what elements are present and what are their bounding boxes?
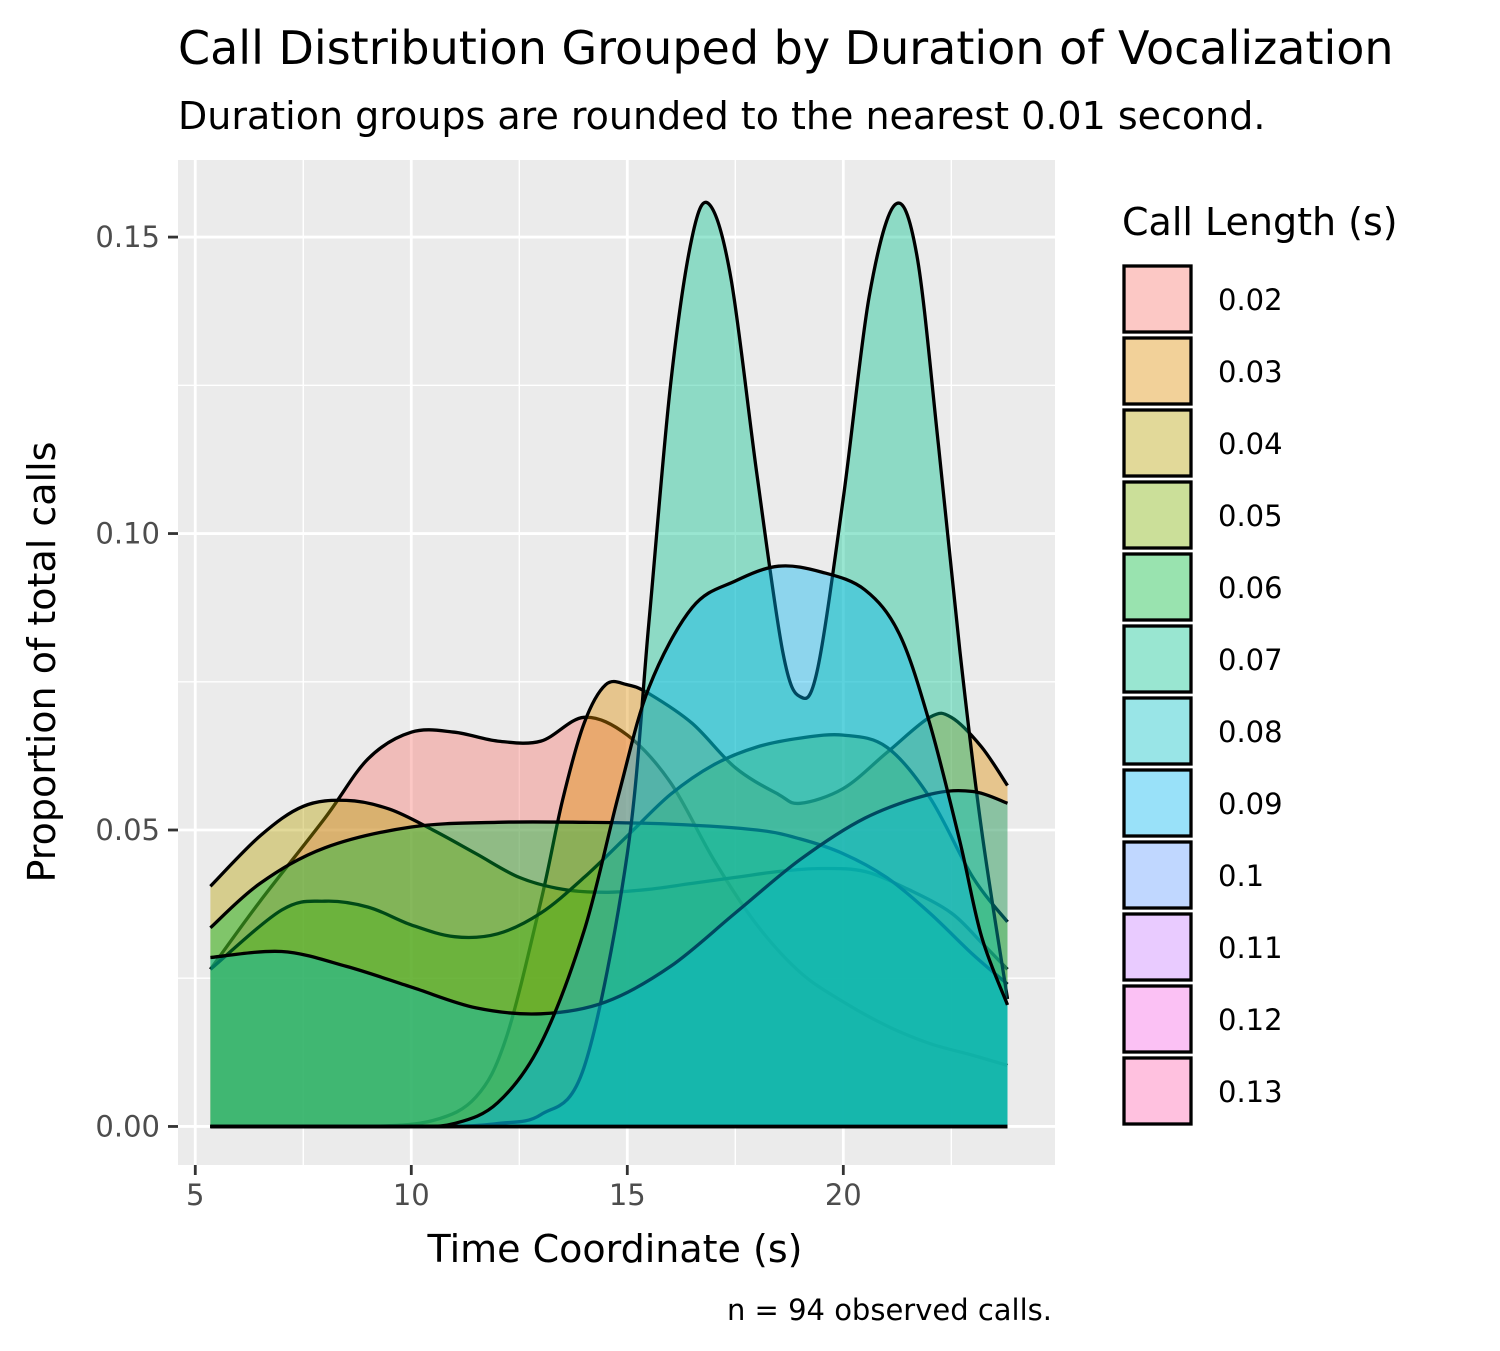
chart-subtitle: Duration groups are rounded to the neare… [178, 94, 1265, 138]
legend-items: 0.02 0.03 0.04 0.05 0.06 0.07 0.08 0.09 0.1 0.11 0… [1122, 264, 1283, 1126]
legend-title: Call Length (s) [1122, 200, 1398, 244]
legend-label: 0.12 [1218, 1003, 1283, 1037]
chart-title: Call Distribution Grouped by Duration of… [178, 21, 1394, 75]
legend-key [1122, 408, 1193, 478]
density-curve-1 [210, 679, 1009, 1129]
legend-item: 0.1 [1122, 840, 1264, 910]
legend-key [1122, 264, 1193, 334]
legend-item: 0.07 [1122, 624, 1283, 694]
x-tick-label: 20 [825, 1178, 862, 1212]
y-tick-labels: 0.00 0.05 0.10 0.15 [95, 220, 160, 1143]
legend-label: 0.05 [1218, 499, 1283, 533]
legend-label: 0.1 [1218, 859, 1264, 893]
axis-ticks [168, 235, 845, 1175]
x-tick-label: 10 [393, 1178, 430, 1212]
legend-key [1122, 552, 1193, 622]
legend-label: 0.02 [1218, 283, 1283, 317]
legend-key [1122, 768, 1193, 838]
x-tick-label: 5 [186, 1178, 204, 1212]
density-areas [209, 200, 1010, 1129]
density-curve-4 [209, 820, 1009, 986]
legend-key [1122, 912, 1193, 982]
legend-key [1122, 840, 1193, 910]
legend-item: 0.13 [1122, 1056, 1283, 1126]
y-tick-label: 0.00 [95, 1109, 160, 1143]
legend-item: 0.04 [1122, 408, 1283, 478]
legend-label: 0.06 [1218, 571, 1283, 605]
legend-key [1122, 336, 1193, 406]
legend-key [1122, 480, 1193, 550]
density-area-4 [210, 821, 1008, 1127]
density-curve-6 [210, 788, 1009, 1016]
legend-key [1122, 984, 1193, 1054]
density-curve-7 [210, 564, 1010, 1129]
legend-item: 0.11 [1122, 912, 1283, 982]
y-tick-label: 0.10 [95, 517, 160, 551]
x-tick-labels: 5 10 15 20 [186, 1178, 862, 1212]
density-curve-3 [209, 733, 1009, 971]
x-tick-label: 15 [609, 1178, 646, 1212]
legend-label: 0.13 [1218, 1075, 1283, 1109]
density-area-6 [210, 790, 1008, 1127]
legend-item: 0.08 [1122, 696, 1283, 766]
density-area-5 [210, 202, 1008, 1127]
density-curve-2 [209, 798, 1009, 971]
density-curve-0 [209, 715, 1008, 1067]
legend: Call Length (s) 0.02 0.03 0.04 0.05 0.06 0.07… [1122, 200, 1398, 1126]
legend-key [1122, 624, 1193, 694]
legend-label: 0.07 [1218, 643, 1283, 677]
density-area-3 [210, 734, 1008, 1127]
legend-key [1122, 1056, 1193, 1126]
legend-item: 0.02 [1122, 264, 1283, 334]
x-axis-title: Time Coordinate (s) [427, 1227, 803, 1271]
legend-label: 0.11 [1218, 931, 1283, 965]
grid-major [178, 160, 1055, 1165]
legend-item: 0.03 [1122, 336, 1283, 406]
density-area-1 [210, 681, 1008, 1127]
y-tick-label: 0.15 [95, 220, 160, 254]
legend-label: 0.09 [1218, 787, 1283, 821]
legend-item: 0.12 [1122, 984, 1283, 1054]
legend-item: 0.09 [1122, 768, 1283, 838]
chart-caption: n = 94 observed calls. [727, 1293, 1052, 1327]
density-curve-5 [210, 200, 1010, 1129]
legend-label: 0.08 [1218, 715, 1283, 749]
legend-key [1122, 696, 1193, 766]
density-area-7 [210, 565, 1008, 1127]
legend-label: 0.04 [1218, 427, 1283, 461]
legend-item: 0.06 [1122, 552, 1283, 622]
legend-label: 0.03 [1218, 355, 1283, 389]
y-tick-label: 0.05 [95, 813, 160, 847]
y-axis-title: Proportion of total calls [20, 442, 64, 883]
legend-item: 0.05 [1122, 480, 1283, 550]
